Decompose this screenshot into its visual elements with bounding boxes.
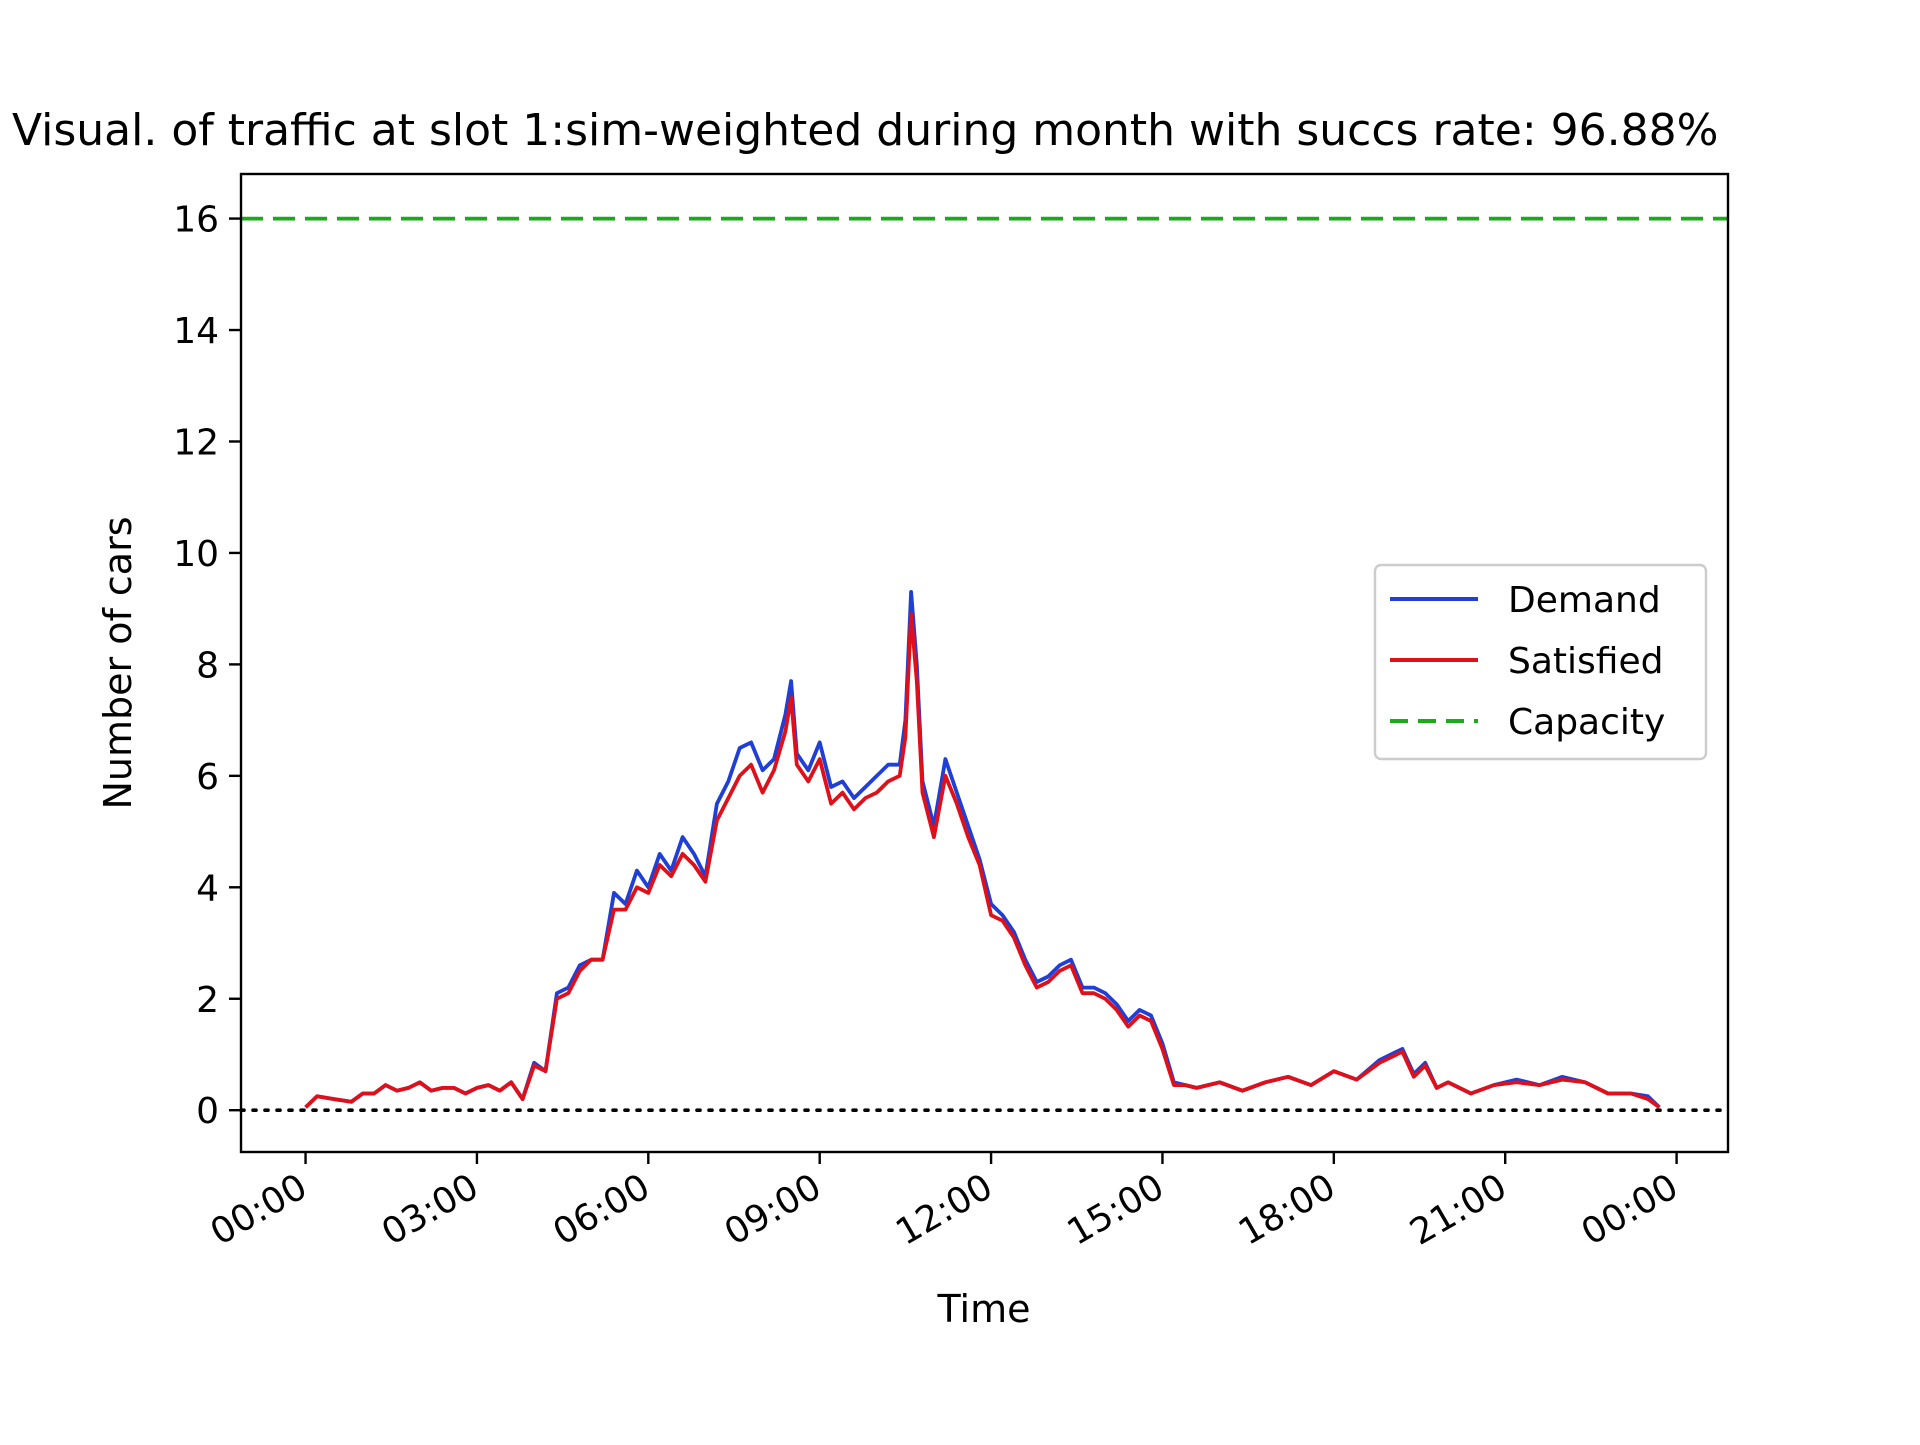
x-tick-label: 00:00 [1575,1166,1685,1253]
x-tick-label: 15:00 [1061,1166,1171,1253]
y-tick-label: 16 [173,200,219,241]
y-axis: 0 2 4 6 8 10 12 14 16 [173,200,241,1132]
y-tick-label: 8 [196,645,219,686]
legend-label-satisfied: Satisfied [1508,641,1663,682]
legend: Demand Satisfied Capacity [1373,563,1708,761]
y-tick-label: 6 [196,757,219,798]
x-tick-label: 00:00 [204,1166,314,1253]
plot-lines [239,216,1730,1113]
y-axis-label: Number of cars [96,516,140,809]
y-tick-label: 10 [173,534,219,575]
series-line-satisfied [304,612,1661,1109]
y-tick-label: 4 [196,868,219,909]
x-tick-label: 06:00 [546,1166,656,1253]
legend-label-capacity: Capacity [1508,702,1665,743]
x-tick-label: 18:00 [1232,1166,1342,1253]
y-tick-label: 14 [173,311,219,352]
x-axis-label: Time [937,1287,1031,1331]
x-tick-label: 12:00 [889,1166,999,1253]
y-tick-label: 12 [173,422,219,463]
plot-frame [239,172,1730,1154]
x-tick-label: 03:00 [375,1166,485,1253]
x-tick-label: 09:00 [718,1166,828,1253]
x-tick-label: 21:00 [1403,1166,1513,1253]
chart-title: Visual. of traffic at slot 1:sim-weighte… [12,105,1718,156]
x-axis: 00:00 03:00 06:00 09:00 12:00 15:00 18:00 21:00… [204,1152,1685,1254]
y-tick-label: 2 [196,980,219,1021]
y-tick-label: 0 [196,1091,219,1132]
legend-label-demand: Demand [1508,580,1661,621]
legend-box [1373,563,1708,761]
